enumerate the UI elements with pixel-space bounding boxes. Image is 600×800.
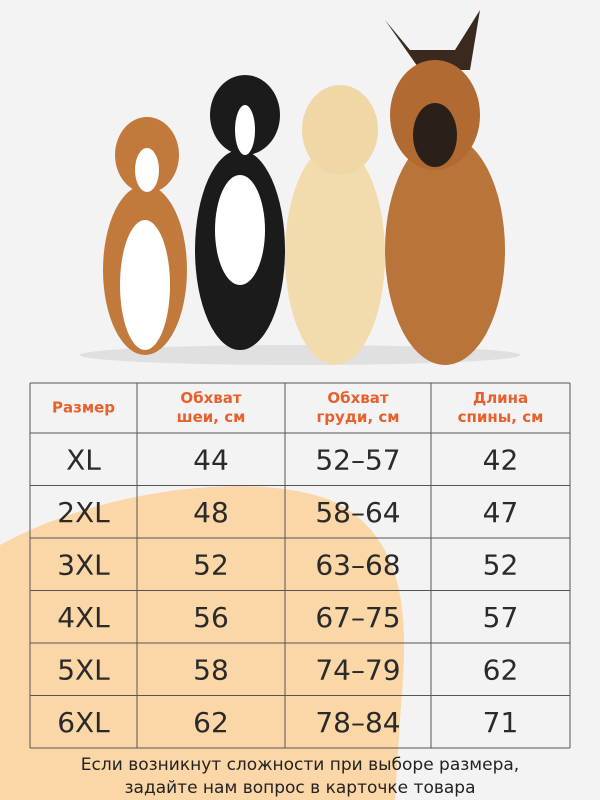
table-cell: 56 xyxy=(193,601,229,634)
table-cell: 2XL xyxy=(57,496,110,529)
dogs-illustration xyxy=(80,10,520,365)
footer-line: Если возникнут сложности при выборе разм… xyxy=(81,755,519,775)
table-cell: 4XL xyxy=(57,601,110,634)
table-cell: 57 xyxy=(483,601,519,634)
table-cell: 58–64 xyxy=(315,496,400,529)
table-cell: 48 xyxy=(193,496,229,529)
table-cell: 67–75 xyxy=(315,601,400,634)
column-header: Длина xyxy=(473,389,528,407)
table-cell: 5XL xyxy=(57,653,110,686)
footer-line: задайте нам вопрос в карточке товара xyxy=(124,778,475,798)
table-cell: 71 xyxy=(483,706,519,739)
table-cell: 52 xyxy=(483,548,519,581)
column-header: спины, см xyxy=(458,408,544,426)
table-cell: 3XL xyxy=(57,548,110,581)
table-cell: 78–84 xyxy=(315,706,400,739)
table-cell: 44 xyxy=(193,443,229,476)
table-cell: 74–79 xyxy=(315,653,400,686)
table-cell: 63–68 xyxy=(315,548,400,581)
table-cell: 62 xyxy=(483,653,519,686)
column-header: Обхват xyxy=(327,389,389,407)
table-cell: 6XL xyxy=(57,706,110,739)
table-cell: 58 xyxy=(193,653,229,686)
table-cell: 62 xyxy=(193,706,229,739)
table-cell: 47 xyxy=(483,496,519,529)
table-cell: XL xyxy=(66,443,101,476)
table-cell: 52–57 xyxy=(315,443,400,476)
column-header: шеи, см xyxy=(177,408,246,426)
column-header: Обхват xyxy=(180,389,242,407)
table-cell: 52 xyxy=(193,548,229,581)
table-cell: 42 xyxy=(483,443,519,476)
column-header: Размер xyxy=(52,399,115,417)
column-header: груди, см xyxy=(316,408,399,426)
